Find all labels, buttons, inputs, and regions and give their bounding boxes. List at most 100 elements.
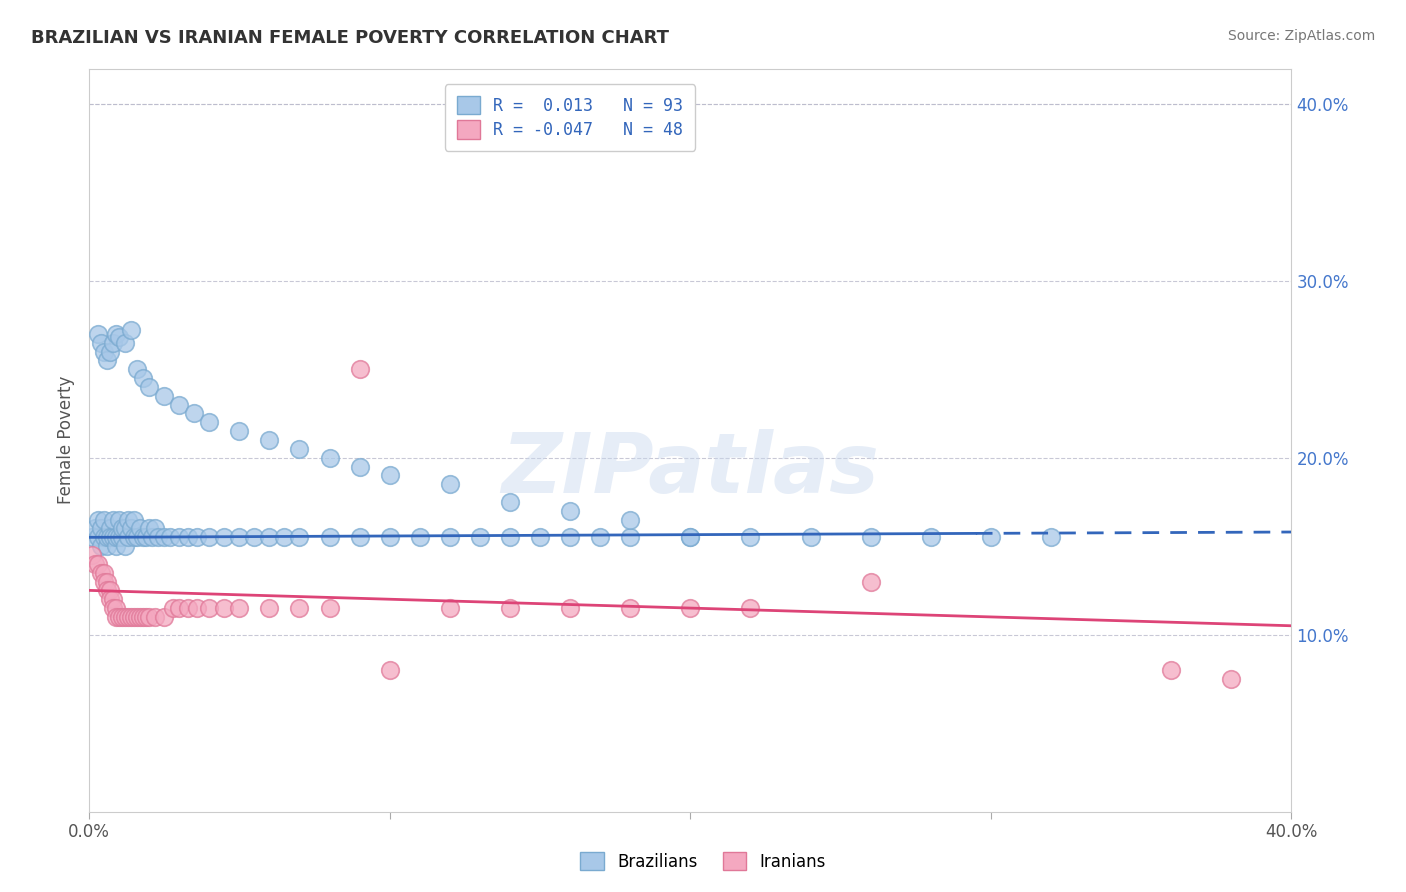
Point [619, 530, 641, 544]
Point [138, 380, 160, 394]
Point [589, 530, 612, 544]
Point [96, 574, 118, 589]
Point [101, 601, 124, 615]
Point [120, 323, 142, 337]
Point [318, 530, 340, 544]
Point [90, 335, 112, 350]
Point [80, 548, 103, 562]
Point [143, 521, 166, 535]
Point [679, 530, 702, 544]
Point [214, 601, 236, 615]
Point [87, 326, 110, 341]
Point [93, 530, 115, 544]
Legend: Brazilians, Iranians: Brazilians, Iranians [572, 844, 834, 880]
Point [162, 601, 184, 615]
Point [619, 601, 641, 615]
Point [243, 530, 266, 544]
Point [159, 530, 181, 544]
Point [183, 407, 205, 421]
Point [619, 513, 641, 527]
Point [96, 583, 118, 598]
Legend: R =  0.013   N = 93, R = -0.047   N = 48: R = 0.013 N = 93, R = -0.047 N = 48 [446, 84, 695, 151]
Point [167, 398, 190, 412]
Point [167, 530, 190, 544]
Point [439, 477, 461, 491]
Point [96, 353, 118, 368]
Point [138, 521, 160, 535]
Point [177, 601, 200, 615]
Point [96, 539, 118, 553]
Point [111, 530, 134, 544]
Y-axis label: Female Poverty: Female Poverty [58, 376, 75, 504]
Point [108, 330, 131, 344]
Point [799, 530, 821, 544]
Point [153, 389, 176, 403]
Point [132, 530, 155, 544]
Point [129, 521, 152, 535]
Point [114, 610, 136, 624]
Point [468, 530, 491, 544]
Point [148, 530, 170, 544]
Point [409, 530, 432, 544]
Point [93, 344, 115, 359]
Point [114, 335, 136, 350]
Point [259, 601, 281, 615]
Point [111, 521, 134, 535]
Point [859, 530, 882, 544]
Point [273, 530, 295, 544]
Point [349, 459, 371, 474]
Point [141, 530, 163, 544]
Point [98, 344, 121, 359]
Point [87, 557, 110, 571]
Point [90, 566, 112, 580]
Point [558, 504, 581, 518]
Point [740, 530, 762, 544]
Point [153, 530, 176, 544]
Point [132, 610, 155, 624]
Point [138, 610, 160, 624]
Point [1160, 663, 1182, 677]
Point [93, 574, 115, 589]
Text: BRAZILIAN VS IRANIAN FEMALE POVERTY CORRELATION CHART: BRAZILIAN VS IRANIAN FEMALE POVERTY CORR… [31, 29, 669, 46]
Point [98, 583, 121, 598]
Point [143, 610, 166, 624]
Point [87, 513, 110, 527]
Point [105, 539, 128, 553]
Point [90, 521, 112, 535]
Point [117, 530, 139, 544]
Point [859, 574, 882, 589]
Point [127, 610, 149, 624]
Point [96, 530, 118, 544]
Point [740, 601, 762, 615]
Point [135, 530, 157, 544]
Point [129, 610, 152, 624]
Point [228, 530, 250, 544]
Point [117, 513, 139, 527]
Point [114, 521, 136, 535]
Point [1039, 530, 1062, 544]
Point [84, 521, 107, 535]
Point [288, 601, 311, 615]
Point [105, 601, 128, 615]
Point [378, 530, 401, 544]
Point [228, 601, 250, 615]
Point [920, 530, 942, 544]
Point [108, 513, 131, 527]
Point [318, 450, 340, 465]
Point [108, 530, 131, 544]
Point [90, 539, 112, 553]
Point [186, 530, 208, 544]
Point [529, 530, 551, 544]
Point [259, 433, 281, 447]
Text: Source: ZipAtlas.com: Source: ZipAtlas.com [1227, 29, 1375, 43]
Point [288, 530, 311, 544]
Point [439, 601, 461, 615]
Point [105, 530, 128, 544]
Point [101, 530, 124, 544]
Point [167, 601, 190, 615]
Point [135, 610, 157, 624]
Point [122, 530, 145, 544]
Point [120, 521, 142, 535]
Point [87, 530, 110, 544]
Point [378, 663, 401, 677]
